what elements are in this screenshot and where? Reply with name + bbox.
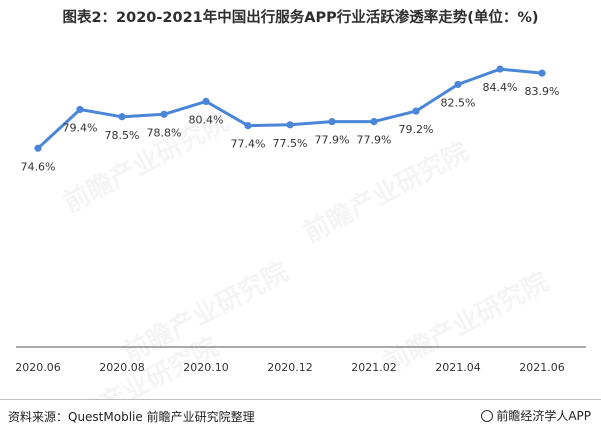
x-tick-label: 2021.02 [351,361,397,374]
data-label: 82.5% [441,96,476,109]
data-label: 77.4% [231,138,266,151]
x-tick-label: 2020.12 [267,361,313,374]
data-point [454,80,462,89]
x-tick-label: 2021.04 [435,361,481,374]
data-label: 79.2% [399,123,434,136]
watermark-text: 前瞻产业研究院 [298,136,473,249]
source-note: 资料来源：QuestMoblie 前瞻产业研究院整理 [8,410,255,424]
data-point [370,117,378,126]
data-label: 74.6% [21,160,56,173]
data-point [286,121,294,129]
footer: 资料来源：QuestMoblie 前瞻产业研究院整理 前瞻经济学人APP [0,399,601,434]
data-point [496,65,504,73]
data-point [244,122,252,130]
data-label: 80.4% [189,113,224,126]
data-point [118,113,126,121]
data-point [328,117,336,126]
brand-logo-icon [481,410,494,422]
data-labels: 74.6% 79.4% 78.5% 78.8% 80.4% 77.4% 77.5% 77.9%… [21,81,560,173]
x-axis-ticks: 2020.06 2020.08 2020.10 2020.12 2021.02 2021.… [15,361,565,374]
data-point [538,69,546,77]
data-point [412,107,420,115]
data-points [34,65,546,152]
x-tick-label: 2020.10 [183,361,229,374]
data-label: 77.9% [357,134,392,147]
data-label: 84.4% [483,81,518,94]
x-tick-label: 2021.06 [519,361,565,374]
data-point [34,144,42,152]
data-label: 78.5% [105,129,140,142]
data-label: 83.9% [525,85,560,98]
data-label: 78.8% [147,126,182,139]
data-label: 79.4% [63,121,98,134]
data-point [76,105,84,114]
brand-credit: 前瞻经济学人APP [481,407,591,424]
brand-label: 前瞻经济学人APP [496,409,591,423]
data-label: 77.5% [273,137,308,150]
x-tick-label: 2020.06 [15,361,61,374]
x-tick-label: 2020.08 [99,361,145,374]
data-point [160,110,168,118]
data-label: 77.9% [315,134,350,147]
data-point [202,97,210,105]
page-title: 图表2：2020-2021年中国出行服务APP行业活跃渗透率走势(单位：%) [62,10,539,26]
